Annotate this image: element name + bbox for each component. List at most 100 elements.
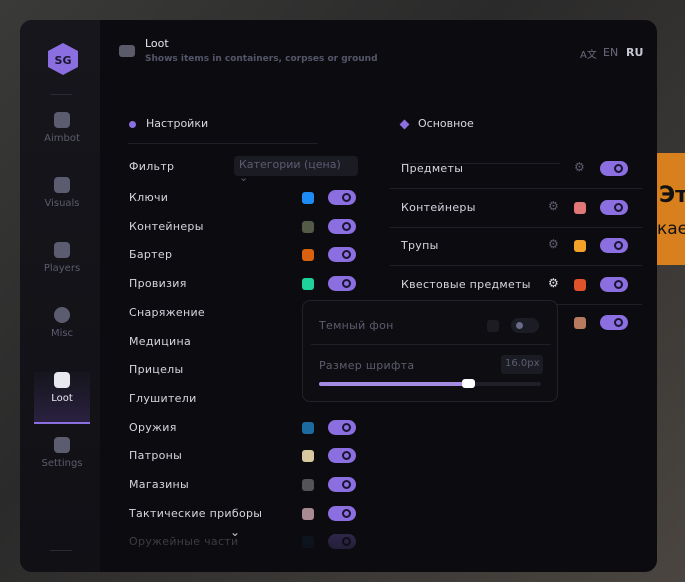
- sidebar-item-label: Visuals: [44, 198, 80, 209]
- divider: [311, 344, 551, 345]
- divider: [50, 94, 72, 95]
- color-swatch[interactable]: [302, 450, 314, 463]
- gear-icon: [129, 120, 136, 128]
- category-toggle[interactable]: [328, 276, 356, 292]
- loot-category-label: Контейнеры: [129, 219, 204, 233]
- loot-category-label: Магазины: [129, 478, 190, 491]
- color-swatch[interactable]: [302, 192, 314, 204]
- font-size-label: Размер шрифта: [319, 359, 415, 372]
- toolbox-icon: [54, 372, 70, 388]
- translate-icon[interactable]: A文: [580, 50, 597, 61]
- loot-category-label: Патроны: [129, 449, 183, 463]
- main-item-label: Контейнеры: [401, 200, 476, 214]
- slider-fill: [319, 382, 468, 386]
- logo-icon: SG: [48, 43, 78, 75]
- divider: [390, 188, 642, 189]
- color-swatch[interactable]: [302, 220, 314, 233]
- page-title: Loot: [145, 37, 169, 50]
- main-item-label: Квестовые предметы: [401, 277, 531, 291]
- dark-bg-label: Темный фон: [319, 319, 394, 332]
- category-toggle[interactable]: [328, 477, 356, 492]
- color-swatch[interactable]: [574, 240, 586, 252]
- color-swatch[interactable]: [302, 507, 314, 520]
- sidebar-item-visuals[interactable]: Visuals: [34, 177, 90, 229]
- section-settings-title: Настройки: [129, 117, 208, 130]
- color-swatch[interactable]: [302, 479, 314, 491]
- slider-handle[interactable]: [461, 379, 475, 388]
- color-swatch[interactable]: [487, 320, 499, 332]
- category-toggle[interactable]: [328, 190, 356, 205]
- loot-category-label: Провизия: [129, 277, 187, 291]
- sidebar-item-misc[interactable]: Misc: [34, 307, 90, 359]
- vr-goggles-icon: [54, 177, 70, 193]
- svg-text:SG: SG: [55, 54, 72, 67]
- section-main-title: Основное: [399, 117, 474, 130]
- main-item-toggle[interactable]: [600, 276, 628, 292]
- lang-ru[interactable]: RU: [626, 46, 644, 59]
- divider: [400, 163, 560, 164]
- divider: [128, 143, 318, 144]
- color-swatch[interactable]: [302, 421, 314, 434]
- main-item-toggle[interactable]: [600, 199, 628, 215]
- dots-circle-icon: [54, 307, 70, 323]
- page-subtitle: Shows items in containers, corpses or gr…: [145, 54, 378, 64]
- color-swatch[interactable]: [302, 249, 314, 262]
- diamond-icon: [399, 119, 410, 129]
- gear-icon[interactable]: ⚙: [574, 160, 585, 174]
- alien-icon: [54, 112, 70, 128]
- gear-icon[interactable]: ⚙: [548, 275, 559, 290]
- sidebar-item-label: Settings: [41, 458, 83, 469]
- sidebar-item-settings[interactable]: Settings: [34, 437, 90, 489]
- divider: [390, 226, 642, 228]
- banner-text: кае: [657, 219, 685, 239]
- category-toggle[interactable]: [328, 218, 356, 234]
- background-banner: Эт кае: [657, 153, 685, 265]
- color-swatch[interactable]: [574, 317, 586, 329]
- loot-category-label: Медицина: [129, 334, 191, 348]
- loot-category-label: Ключи: [129, 191, 169, 204]
- sidebar-item-aimbot[interactable]: Aimbot: [34, 112, 90, 164]
- filter-value: Категории (цена): [239, 158, 341, 171]
- loot-category-label: Бартер: [129, 248, 173, 262]
- filter-label: Фильтр: [129, 160, 175, 173]
- filter-select[interactable]: Категории (цена) ⌄: [234, 156, 358, 184]
- sidebar-item-players[interactable]: Players: [34, 242, 90, 294]
- color-swatch[interactable]: [574, 201, 586, 214]
- loot-category-label: Прицелы: [129, 363, 184, 377]
- category-toggle[interactable]: [328, 247, 356, 263]
- chevron-down-icon: ⌄: [239, 171, 249, 184]
- gear-icon[interactable]: ⚙: [548, 237, 559, 251]
- category-toggle[interactable]: [328, 419, 356, 435]
- divider: [390, 265, 642, 266]
- category-toggle[interactable]: [328, 448, 356, 464]
- color-swatch[interactable]: [302, 278, 314, 291]
- font-size-value[interactable]: 16.0px: [501, 355, 543, 374]
- section-label: Настройки: [146, 117, 209, 130]
- category-toggle[interactable]: [328, 505, 356, 521]
- list-icon: [54, 437, 70, 453]
- sidebar-item-label: Misc: [50, 328, 74, 339]
- font-size-slider[interactable]: [319, 379, 541, 388]
- chevron-down-icon[interactable]: ⌄: [230, 525, 241, 539]
- sidebar-item-loot[interactable]: Loot: [34, 372, 90, 424]
- sidebar-item-label: Aimbot: [44, 133, 80, 144]
- dark-bg-toggle[interactable]: [511, 318, 539, 333]
- toggle-knob: [516, 322, 523, 329]
- main-item-toggle[interactable]: [600, 161, 628, 176]
- toolbox-icon: [119, 45, 135, 57]
- main-item-label: Трупы: [401, 239, 439, 252]
- main-item-toggle[interactable]: [600, 315, 628, 330]
- sidebar: SG Aimbot Visuals Players Misc Loot Settings: [20, 20, 100, 572]
- sidebar-item-label: Loot: [51, 393, 73, 404]
- scroll-fade: [120, 520, 380, 572]
- banner-text: Эт: [659, 183, 685, 208]
- color-swatch[interactable]: [574, 278, 586, 291]
- gear-icon[interactable]: ⚙: [548, 198, 559, 213]
- app-window: SG Aimbot Visuals Players Misc Loot Settings …: [20, 20, 657, 572]
- lang-en[interactable]: EN: [603, 46, 619, 59]
- loot-category-label: Тактические приборы: [129, 506, 263, 520]
- section-label: Основное: [418, 117, 474, 130]
- divider: [50, 550, 72, 551]
- users-icon: [54, 242, 70, 258]
- main-item-toggle[interactable]: [600, 238, 628, 253]
